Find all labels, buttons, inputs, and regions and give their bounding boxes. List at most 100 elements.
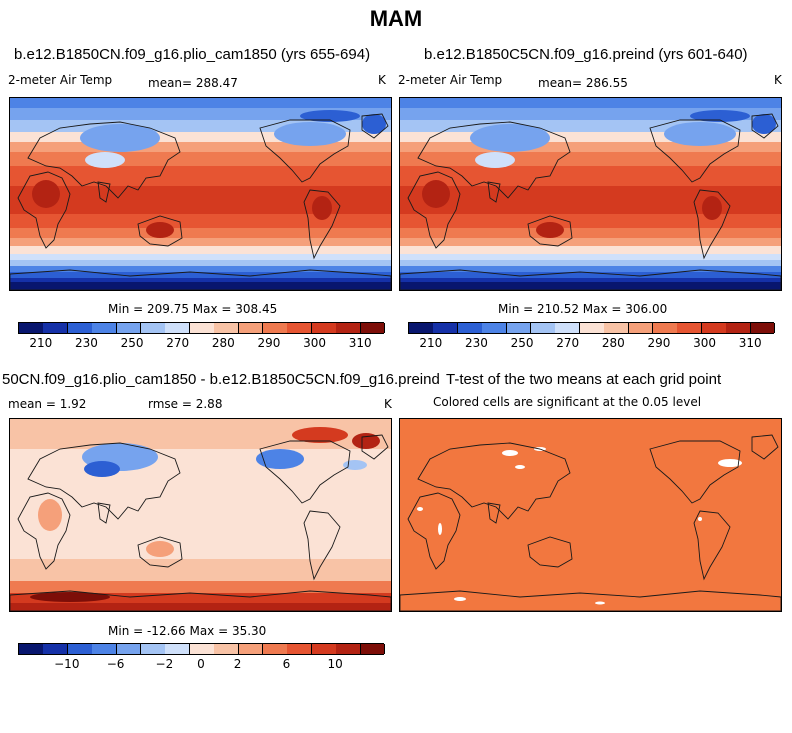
polar-band [400,282,781,290]
coastline [407,492,461,570]
colorbar-swatch [336,644,362,654]
coastline [649,119,741,183]
colorbar-tick-label: 6 [282,657,291,671]
colorbar-swatch [165,644,191,654]
cooling-region [256,449,304,469]
colorbar-swatch [604,323,630,333]
minmax-label: Min = 210.52 Max = 306.00 [498,302,668,316]
colorbar-tick-label: 230 [464,336,488,350]
latitude-band [400,254,781,260]
latitude-band [10,260,391,266]
coastline [27,442,181,520]
colorbar-swatch [214,323,240,333]
latitude-band [10,559,391,581]
difference-map-plot [10,419,391,611]
colorbar-tick-label: 250 [120,336,144,350]
insignificant-cell [595,601,605,605]
latitude-band [400,98,781,108]
coastline [303,189,341,260]
variable-label: 2-meter Air Temp [398,73,503,87]
coastline [649,440,741,504]
colorbar-swatch [409,323,434,333]
panel-title: T-test of the two means at each grid poi… [446,371,722,388]
mean-label: mean = 1.92 [8,397,87,411]
mean-label: mean= 286.55 [538,76,628,90]
latitude-band [400,228,781,238]
colorbar-swatch [43,644,69,654]
cold-region [85,152,125,168]
cold-region [300,110,360,122]
insignificant-cell [438,523,442,535]
colorbar-tick-label: 300 [303,336,327,350]
warming-region [38,499,62,531]
cold-region [752,114,776,134]
latitude-band [400,132,781,142]
ttest-map-plot [400,434,781,611]
coastline [303,510,341,581]
colorbar-swatch [311,323,337,333]
insignificant-cell [417,507,423,511]
coastline [400,590,781,611]
panel-subtitle: Colored cells are significant at the 0.0… [433,395,702,409]
temperature-map [9,97,392,291]
colorbar-tick-label: 280 [211,336,235,350]
colorbar-swatch [628,323,654,333]
colorbar-swatch [116,644,142,654]
insignificant-cell [502,450,518,456]
coastline [361,113,389,139]
colorbar-swatch [189,323,215,333]
variable-label: 2-meter Air Temp [8,73,113,87]
colorbar-tick-label: 230 [74,336,98,350]
coastline [259,119,351,183]
panel-title: b.e12.B1850CN.f09_g16.plio_cam1850 (yrs … [14,46,371,63]
cold-region [274,122,346,146]
colorbar-swatch [482,323,508,333]
units-label: K [384,397,392,411]
latitude-band [10,214,391,228]
colorbar-swatch [701,323,727,333]
coastline [137,536,183,568]
panel-title: 50CN.f09_g16.plio_cam1850 - b.e12.B1850C… [2,371,440,388]
colorbar-tick-label: −6 [106,657,125,671]
warm-region [422,180,450,208]
latitude-band [10,581,391,593]
latitude-band [10,593,391,603]
colorbar-swatch [263,323,288,333]
insignificant-cell [515,465,525,469]
colorbar-swatch [311,644,337,654]
colorbar-tick-label: 10 [327,657,343,671]
colorbar-swatch [67,323,93,333]
colorbar-tick-label: 290 [257,336,281,350]
warm-region [32,180,60,208]
insignificant-cell [698,517,702,521]
cold-region [470,124,550,152]
warming-region [352,433,380,449]
colorbar-tick-label: 210 [419,336,443,350]
difference-map [9,418,392,612]
mean-label: mean= 288.47 [148,76,238,90]
cold-region [664,122,736,146]
latitude-band [10,142,391,152]
latitude-band [10,449,391,469]
colorbar-tick-label: 280 [601,336,625,350]
colorbar-swatch [116,323,142,333]
colorbar-swatch [238,323,264,333]
colorbar-swatch [43,323,69,333]
colorbar-swatch [287,644,313,654]
latitude-band [10,266,391,272]
units-label: K [774,73,782,87]
cold-region [362,114,386,134]
rmse-label: rmse = 2.88 [148,397,223,411]
latitude-band [400,142,781,152]
colorbar-tick-label: 290 [647,336,671,350]
insignificant-cell [454,597,466,601]
coastline [400,269,781,290]
latitude-band [10,228,391,238]
latitude-band [400,166,781,186]
latitude-band [400,272,781,278]
latitude-band [10,254,391,260]
colorbar-swatch [238,644,264,654]
temperature-map [399,97,782,291]
minmax-label: Min = -12.66 Max = 35.30 [108,624,267,638]
latitude-band [400,214,781,228]
